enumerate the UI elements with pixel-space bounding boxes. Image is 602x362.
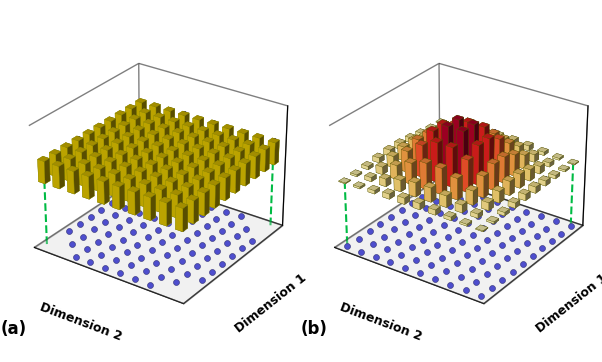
X-axis label: Dimension 2: Dimension 2 [38,301,123,344]
X-axis label: Dimension 2: Dimension 2 [338,301,424,344]
Text: (a): (a) [1,320,26,338]
Text: (b): (b) [301,320,328,338]
Y-axis label: Dimension 1: Dimension 1 [533,272,602,336]
Y-axis label: Dimension 1: Dimension 1 [233,272,309,336]
